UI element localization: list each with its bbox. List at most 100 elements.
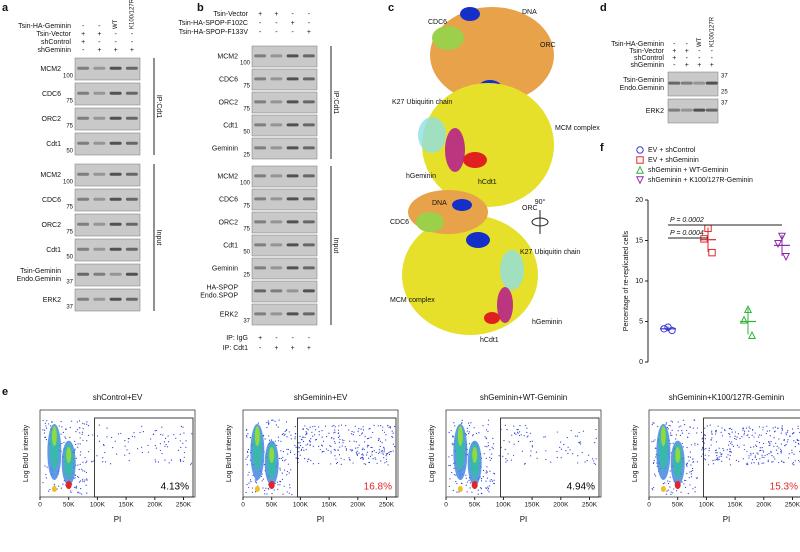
- event-dot: [716, 455, 718, 457]
- event-dot: [774, 458, 776, 460]
- event-dot: [529, 441, 531, 443]
- event-dot: [781, 425, 783, 427]
- event-dot: [667, 482, 670, 485]
- event-dot: [385, 434, 387, 436]
- event-dot: [334, 431, 336, 433]
- event-dot: [74, 477, 76, 479]
- event-dot: [360, 428, 362, 430]
- event-dot: [687, 456, 689, 458]
- event-dot: [468, 424, 471, 427]
- event-dot: [754, 456, 756, 458]
- condition-sign: -: [259, 345, 262, 352]
- event-dot: [489, 456, 491, 458]
- band: [680, 81, 693, 85]
- event-dot: [372, 431, 374, 434]
- event-dot: [345, 424, 347, 427]
- blot: [251, 211, 318, 234]
- band: [109, 141, 122, 145]
- blot: [251, 234, 318, 257]
- event-dot: [708, 455, 710, 457]
- event-dot: [771, 455, 773, 457]
- event-dot: [466, 481, 469, 483]
- event-dot: [729, 427, 731, 430]
- event-dot: [469, 487, 471, 489]
- event-dot: [272, 419, 274, 421]
- band: [705, 108, 718, 112]
- event-dot: [721, 460, 723, 462]
- condition-sign: -: [131, 39, 134, 46]
- event-dot: [191, 433, 193, 435]
- event-dot: [286, 428, 288, 431]
- event-dot: [337, 432, 339, 435]
- event-dot: [780, 450, 783, 452]
- event-dot: [362, 447, 364, 449]
- event-dot: [759, 447, 761, 449]
- event-dot: [748, 436, 750, 439]
- event-dot: [274, 482, 276, 484]
- event-dot: [473, 427, 475, 429]
- event-dot: [79, 427, 81, 429]
- event-dot: [708, 449, 710, 452]
- event-dot: [775, 442, 777, 444]
- band: [302, 54, 315, 58]
- event-dot: [270, 439, 273, 441]
- event-dot: [750, 452, 752, 454]
- event-dot: [358, 452, 360, 454]
- condition-sign: -: [711, 48, 714, 55]
- event-dot: [133, 432, 135, 434]
- event-dot: [60, 487, 62, 489]
- event-dot: [746, 450, 748, 453]
- event-dot: [680, 491, 682, 493]
- event-dot: [485, 487, 487, 489]
- event-dot: [117, 433, 120, 435]
- event-dot: [183, 456, 185, 458]
- event-dot: [481, 492, 483, 495]
- event-dot: [448, 464, 450, 467]
- event-dot: [338, 454, 341, 456]
- event-dot: [466, 427, 468, 429]
- event-dot: [653, 486, 655, 489]
- event-dot: [526, 427, 528, 429]
- band: [302, 77, 315, 81]
- event-dot: [569, 449, 571, 451]
- event-dot: [281, 459, 284, 461]
- event-dot: [337, 429, 340, 431]
- event-dot: [747, 434, 749, 436]
- density: [51, 426, 57, 446]
- event-dot: [581, 451, 583, 453]
- event-dot: [756, 440, 758, 443]
- event-dot: [79, 437, 81, 439]
- event-dot: [781, 427, 783, 429]
- condition-sign: -: [698, 48, 701, 55]
- x-tick-label: 150K: [322, 502, 338, 509]
- event-dot: [512, 454, 515, 457]
- event-dot: [287, 463, 290, 465]
- event-dot: [453, 467, 455, 469]
- x-tick-label: 0: [647, 502, 651, 509]
- event-dot: [58, 425, 60, 427]
- event-dot: [685, 479, 687, 482]
- event-dot: [511, 434, 513, 436]
- density: [471, 481, 478, 489]
- band: [125, 66, 138, 70]
- band: [109, 91, 122, 95]
- event-dot: [288, 472, 290, 474]
- event-dot: [754, 455, 756, 457]
- event-dot: [306, 461, 309, 463]
- condition-label: Tsin-Vector: [36, 31, 71, 38]
- blot: [251, 68, 318, 91]
- event-dot: [746, 434, 748, 437]
- event-dot: [753, 436, 755, 438]
- event-dot: [751, 434, 753, 436]
- band: [125, 272, 138, 276]
- blot-label: MCM2: [217, 173, 238, 180]
- event-dot: [362, 454, 364, 456]
- band: [125, 247, 138, 251]
- blot: [251, 165, 318, 188]
- event-dot: [694, 444, 696, 446]
- event-dot: [577, 455, 579, 457]
- event-dot: [341, 445, 343, 447]
- event-dot: [461, 482, 463, 485]
- event-dot: [245, 491, 247, 494]
- event-dot: [758, 434, 760, 436]
